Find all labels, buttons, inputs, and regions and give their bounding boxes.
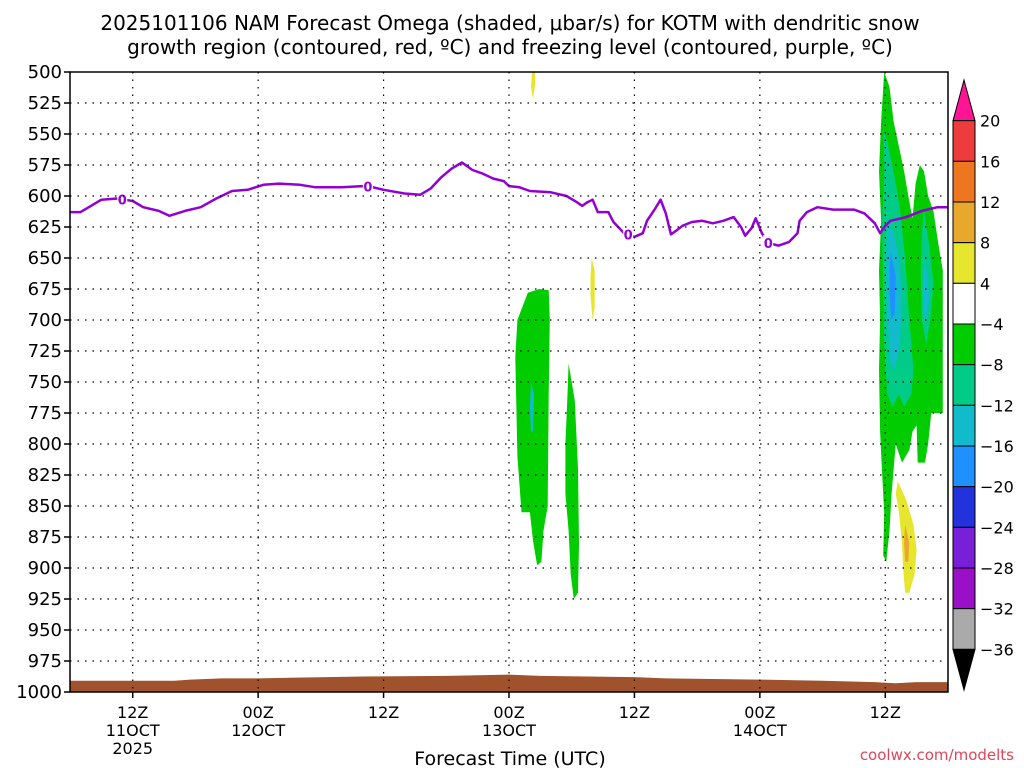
- colorbar-label: −4: [980, 315, 1004, 334]
- omega-shading: [515, 72, 943, 599]
- x-tick-label: 12Z: [619, 703, 650, 722]
- chart-title-line2: growth region (contoured, red, ºC) and f…: [127, 35, 893, 59]
- colorbar-bin: [952, 648, 976, 692]
- y-tick-label: 725: [28, 341, 62, 362]
- freezing-level-label: 0: [118, 193, 127, 208]
- y-tick-label: 750: [28, 372, 62, 393]
- x-tick-label: 2025: [112, 739, 153, 758]
- colorbar-bin: [952, 364, 976, 406]
- terrain-area: [70, 674, 948, 692]
- y-tick-label: 1000: [16, 682, 62, 703]
- colorbar-bin: [952, 282, 976, 325]
- colorbar-label: −8: [980, 356, 1004, 375]
- colorbar-label: −24: [980, 518, 1014, 537]
- freezing-level-label: 0: [764, 237, 773, 252]
- colorbar-bin: [952, 608, 976, 650]
- freezing-level-label: 0: [363, 181, 372, 196]
- y-tick-label: 600: [28, 186, 62, 207]
- colorbar-bin: [952, 404, 976, 447]
- credit-text: coolwx.com/modelts: [860, 746, 1014, 764]
- colorbar-label: 4: [980, 274, 990, 293]
- colorbar-bin: [952, 160, 976, 203]
- freezing-level-line: [70, 161, 948, 247]
- colorbar-label: 20: [980, 112, 1000, 131]
- colorbar-label: 12: [980, 193, 1000, 212]
- omega-region: [889, 251, 896, 320]
- freezing-level-label-bg: [117, 191, 128, 207]
- y-tick-label: 850: [28, 496, 62, 517]
- y-tick-label: 875: [28, 527, 62, 548]
- freezing-level-label-bg: [623, 226, 634, 242]
- x-tick-label: 11OCT: [106, 721, 160, 740]
- y-tick-label: 925: [28, 589, 62, 610]
- colorbar-bin: [952, 486, 976, 528]
- grid: [70, 72, 948, 692]
- colorbar-label: −28: [980, 559, 1014, 578]
- y-tick-label: 950: [28, 620, 62, 641]
- colorbar-label: 8: [980, 234, 990, 253]
- chart-title-line1: 2025101106 NAM Forecast Omega (shaded, μ…: [100, 11, 919, 35]
- omega-region: [529, 382, 535, 432]
- colorbar-bin: [952, 567, 976, 610]
- x-tick-label: 12Z: [368, 703, 399, 722]
- colorbar-bin: [952, 445, 976, 488]
- colorbar-bin: [952, 78, 976, 122]
- freezing-level-label-bg: [763, 235, 774, 251]
- colorbar-label: −32: [980, 600, 1014, 619]
- omega-region: [531, 72, 536, 100]
- colorbar-label: −20: [980, 478, 1014, 497]
- y-tick-label: 900: [28, 558, 62, 579]
- colorbar: 20 16 12 8 4 −4 −8 −12 −16 −20 −24 −28 −32 −36: [952, 78, 1014, 692]
- x-tick-label: 12OCT: [231, 721, 285, 740]
- colorbar-label: −36: [980, 640, 1014, 659]
- y-tick-label: 675: [28, 279, 62, 300]
- x-tick-label: 00Z: [242, 703, 273, 722]
- y-tick-label: 500: [28, 62, 62, 83]
- x-tick-label: 00Z: [493, 703, 524, 722]
- x-tick-label: 12Z: [870, 703, 901, 722]
- omega-region: [904, 524, 910, 562]
- colorbar-bin: [952, 323, 976, 366]
- colorbar-bin: [952, 120, 976, 162]
- y-tick-label: 575: [28, 155, 62, 176]
- colorbar-bin: [952, 526, 976, 569]
- colorbar-label: 16: [980, 152, 1000, 171]
- y-tick-label: 975: [28, 651, 62, 672]
- y-tick-label: 700: [28, 310, 62, 331]
- x-tick-label: 14OCT: [733, 721, 787, 740]
- colorbar-label: −12: [980, 396, 1014, 415]
- y-tick-label: 825: [28, 465, 62, 486]
- y-tick-label: 650: [28, 248, 62, 269]
- y-tick-label: 775: [28, 403, 62, 424]
- y-axis: 500 525 550 575 600 625 650 675 700 725 750 775 800 8…: [16, 62, 70, 703]
- x-axis-title: Forecast Time (UTC): [414, 748, 605, 768]
- colorbar-label: −16: [980, 437, 1014, 456]
- y-tick-label: 525: [28, 93, 62, 114]
- colorbar-bin: [952, 201, 976, 244]
- y-tick-label: 550: [28, 124, 62, 145]
- x-tick-label: 00Z: [744, 703, 775, 722]
- x-tick-label: 13OCT: [482, 721, 536, 740]
- x-tick-label: 12Z: [117, 703, 148, 722]
- colorbar-bin: [952, 242, 976, 284]
- terrain-fill: [70, 674, 948, 692]
- y-tick-label: 800: [28, 434, 62, 455]
- omega-region: [590, 258, 595, 320]
- plot-frame: [69, 71, 949, 693]
- y-tick-label: 625: [28, 217, 62, 238]
- freezing-level-label-bg: [362, 178, 373, 194]
- omega-region: [565, 363, 579, 599]
- freezing-level-label: 0: [624, 229, 633, 244]
